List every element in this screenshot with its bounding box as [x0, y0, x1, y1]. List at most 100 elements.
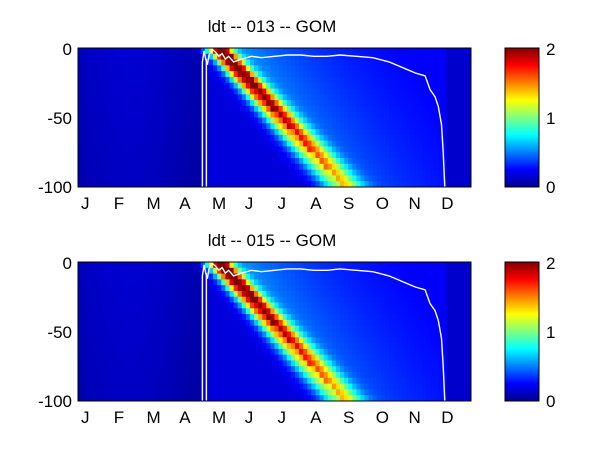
heatmap-cell — [127, 134, 132, 142]
heatmap-cell — [217, 372, 222, 379]
heatmap-cell — [413, 76, 419, 84]
heatmap-cell — [98, 366, 104, 373]
heatmap-cell — [110, 262, 116, 269]
heatmap-cell — [82, 348, 87, 356]
heatmap-cell — [409, 175, 415, 182]
heatmap-cell — [393, 325, 398, 333]
heatmap-cell — [180, 169, 186, 177]
heatmap-cell — [405, 163, 411, 171]
heatmap-cell — [180, 337, 186, 344]
heatmap-cell — [356, 377, 362, 385]
heatmap-cell — [299, 279, 304, 286]
heatmap-cell — [311, 94, 317, 101]
heatmap-cell — [360, 325, 366, 333]
heatmap-cell — [446, 158, 452, 165]
heatmap-cell — [319, 129, 325, 136]
heatmap-cell — [454, 100, 460, 107]
heatmap-cell — [397, 146, 402, 153]
heatmap-cell — [258, 134, 263, 142]
heatmap-cell — [155, 348, 161, 356]
heatmap-cell — [286, 48, 292, 55]
heatmap-cell — [360, 319, 366, 327]
heatmap-cell — [254, 105, 259, 113]
heatmap-cell — [430, 348, 435, 356]
heatmap-cell — [466, 123, 471, 130]
heatmap-cell — [254, 71, 259, 78]
x-tick-label: A — [310, 408, 322, 427]
heatmap-cell — [364, 360, 370, 367]
heatmap-cell — [217, 267, 222, 275]
heatmap-cell — [159, 302, 165, 309]
heatmap-cell — [356, 337, 362, 344]
heatmap-cell — [352, 129, 357, 136]
heatmap-cell — [356, 383, 362, 391]
heatmap-cell — [225, 348, 231, 356]
heatmap-cell — [147, 123, 153, 130]
heatmap-cell — [331, 181, 337, 187]
heatmap-cell — [348, 389, 353, 396]
heatmap-cell — [147, 302, 153, 309]
heatmap-cell — [299, 71, 304, 78]
heatmap-cell — [209, 100, 214, 107]
heatmap-cell — [114, 140, 120, 148]
heatmap-cell — [442, 146, 448, 153]
heatmap-cell — [266, 337, 271, 344]
heatmap-cell — [196, 360, 202, 367]
heatmap-cell — [213, 169, 218, 177]
heatmap-cell — [335, 48, 341, 55]
heatmap-cell — [360, 273, 366, 280]
heatmap-cell — [258, 94, 263, 101]
heatmap-cell — [372, 48, 378, 55]
heatmap-cell — [335, 296, 341, 304]
heatmap-cell — [217, 285, 222, 292]
heatmap-cell — [114, 152, 120, 159]
heatmap-cell — [421, 262, 427, 269]
heatmap-cell — [315, 395, 321, 401]
heatmap-cell — [135, 290, 140, 298]
heatmap-cell — [344, 262, 349, 269]
heatmap-cell — [155, 117, 161, 124]
heatmap-cell — [360, 48, 366, 55]
heatmap-cell — [209, 354, 214, 362]
heatmap-cell — [270, 163, 276, 171]
heatmap-cell — [319, 152, 325, 159]
heatmap-cell — [127, 175, 132, 182]
heatmap-cell — [380, 290, 386, 298]
heatmap-cell — [245, 163, 251, 171]
heatmap-cell — [348, 123, 353, 130]
heatmap-cell — [303, 372, 308, 379]
heatmap-cell — [90, 94, 95, 101]
heatmap-cell — [225, 140, 231, 148]
heatmap-cell — [372, 343, 378, 350]
heatmap-cell — [188, 123, 194, 130]
heatmap-cell — [376, 279, 382, 286]
heatmap-cell — [397, 389, 402, 396]
heatmap-cell — [340, 123, 345, 130]
colorbar-tick-label: 2 — [546, 40, 555, 59]
heatmap-cell — [438, 82, 443, 90]
heatmap-cell — [254, 331, 259, 338]
heatmap-cell — [462, 337, 468, 344]
heatmap-cell — [344, 94, 349, 101]
heatmap-cell — [409, 158, 415, 165]
heatmap-cell — [106, 140, 112, 148]
heatmap-cell — [163, 105, 169, 113]
heatmap-cell — [376, 319, 382, 327]
heatmap-cell — [389, 360, 394, 367]
heatmap-cell — [462, 94, 468, 101]
heatmap-cell — [241, 325, 247, 333]
x-tick-label: N — [409, 408, 421, 427]
heatmap-cell — [78, 279, 83, 286]
heatmap-cell — [364, 76, 370, 84]
heatmap-cell — [159, 395, 165, 401]
heatmap-cell — [249, 273, 255, 280]
heatmap-cell — [86, 285, 91, 292]
heatmap-cell — [450, 337, 456, 344]
heatmap-cell — [315, 140, 321, 148]
heatmap-cell — [335, 395, 341, 401]
heatmap-cell — [434, 325, 439, 333]
heatmap-cell — [278, 348, 284, 356]
heatmap-cell — [454, 314, 460, 321]
heatmap-cell — [434, 343, 439, 350]
heatmap-cell — [110, 71, 116, 78]
